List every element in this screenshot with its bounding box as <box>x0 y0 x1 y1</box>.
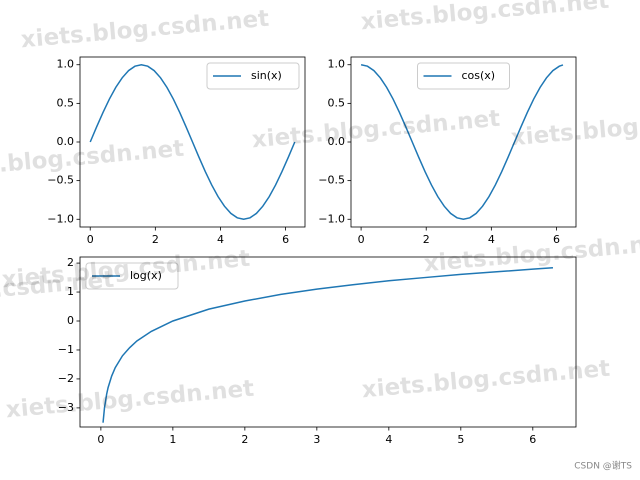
x-tick-label: 4 <box>217 233 224 246</box>
legend-box <box>417 62 510 90</box>
y-tick-label: 0.5 <box>328 96 346 109</box>
y-tick-label: −0.5 <box>47 174 74 187</box>
legend-box <box>206 62 300 90</box>
y-tick-label: −2 <box>58 372 74 385</box>
legend-box <box>85 262 179 290</box>
legend-label: sin(x) <box>251 69 282 82</box>
y-tick-label: 2 <box>67 256 74 269</box>
x-tick-label: 2 <box>152 233 159 246</box>
x-tick-label: 2 <box>423 233 430 246</box>
legend-label: log(x) <box>130 269 162 282</box>
y-tick-label: 1 <box>67 285 74 298</box>
y-tick-label: −1.0 <box>47 212 74 225</box>
y-tick-label: 1.0 <box>57 58 75 71</box>
x-tick-label: 0 <box>87 233 94 246</box>
x-tick-label: 6 <box>553 233 560 246</box>
credit: CSDN @谢TS <box>574 460 632 472</box>
legend-label: cos(x) <box>462 69 496 82</box>
axes-frame <box>79 256 577 428</box>
y-tick-label: −0.5 <box>318 174 345 187</box>
line <box>360 63 564 221</box>
x-tick-label: 2 <box>241 433 248 446</box>
y-tick-label: −1.0 <box>318 212 345 225</box>
x-tick-label: 3 <box>313 433 320 446</box>
x-tick-label: 6 <box>529 433 536 446</box>
x-tick-label: 5 <box>457 433 464 446</box>
y-tick-label: 0.5 <box>57 96 75 109</box>
x-tick-label: 0 <box>358 233 365 246</box>
y-tick-label: 0 <box>67 314 74 327</box>
line <box>102 266 554 423</box>
x-tick-label: 6 <box>282 233 289 246</box>
axes-frame <box>350 56 577 228</box>
line <box>89 63 296 221</box>
y-tick-label: 0.0 <box>328 135 346 148</box>
y-tick-label: 0.0 <box>57 135 75 148</box>
y-tick-label: 1.0 <box>328 58 346 71</box>
x-tick-label: 4 <box>488 233 495 246</box>
x-tick-label: 1 <box>169 433 176 446</box>
axes-frame <box>79 56 306 228</box>
x-tick-label: 4 <box>385 433 392 446</box>
y-tick-label: −1 <box>58 343 74 356</box>
x-tick-label: 0 <box>97 433 104 446</box>
y-tick-label: −3 <box>58 401 74 414</box>
